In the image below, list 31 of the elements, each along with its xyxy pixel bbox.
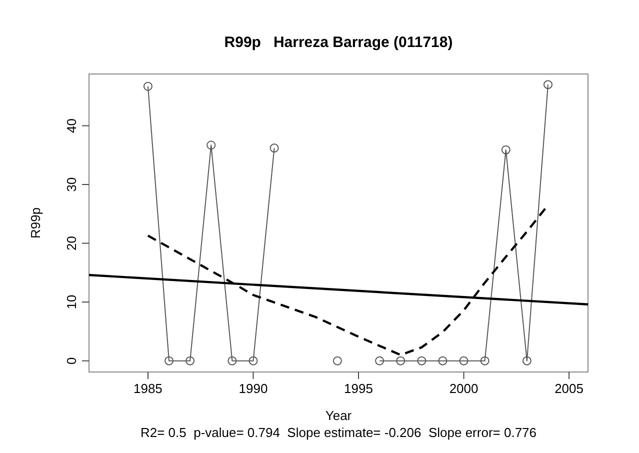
x-tick-label: 2000 [449, 381, 478, 396]
point [501, 145, 510, 154]
x-axis-title: Year [325, 408, 352, 423]
x-tick-label: 1990 [238, 381, 268, 396]
y-tick-label: 40 [64, 118, 79, 133]
point [480, 356, 490, 366]
point [332, 356, 342, 366]
y-axis-title: R99p [28, 207, 43, 239]
y-tick-label: 30 [64, 177, 79, 192]
point [459, 356, 468, 366]
point [143, 82, 152, 91]
point [228, 356, 237, 366]
point [375, 356, 384, 366]
point [522, 356, 532, 366]
point [186, 356, 195, 366]
chart-title: R99p Harreza Barrage (011718) [224, 34, 453, 51]
point [543, 80, 552, 90]
point [396, 356, 406, 366]
point [270, 144, 279, 153]
point [248, 356, 258, 366]
y-tick-label: 0 [64, 357, 79, 364]
y-tick-label: 10 [64, 294, 79, 310]
point [164, 356, 174, 366]
point [417, 356, 426, 366]
y-tick-label: 20 [64, 236, 79, 251]
x-tick-label: 1985 [133, 381, 162, 396]
text: R2= 0.5 p-value= 0.794 Slope estimate= -0.206 Slope error= 0.776 [140, 425, 537, 440]
x-tick-label: 2005 [554, 381, 584, 396]
point [438, 356, 448, 366]
x-tick-label: 1995 [344, 381, 373, 396]
point [206, 140, 216, 150]
